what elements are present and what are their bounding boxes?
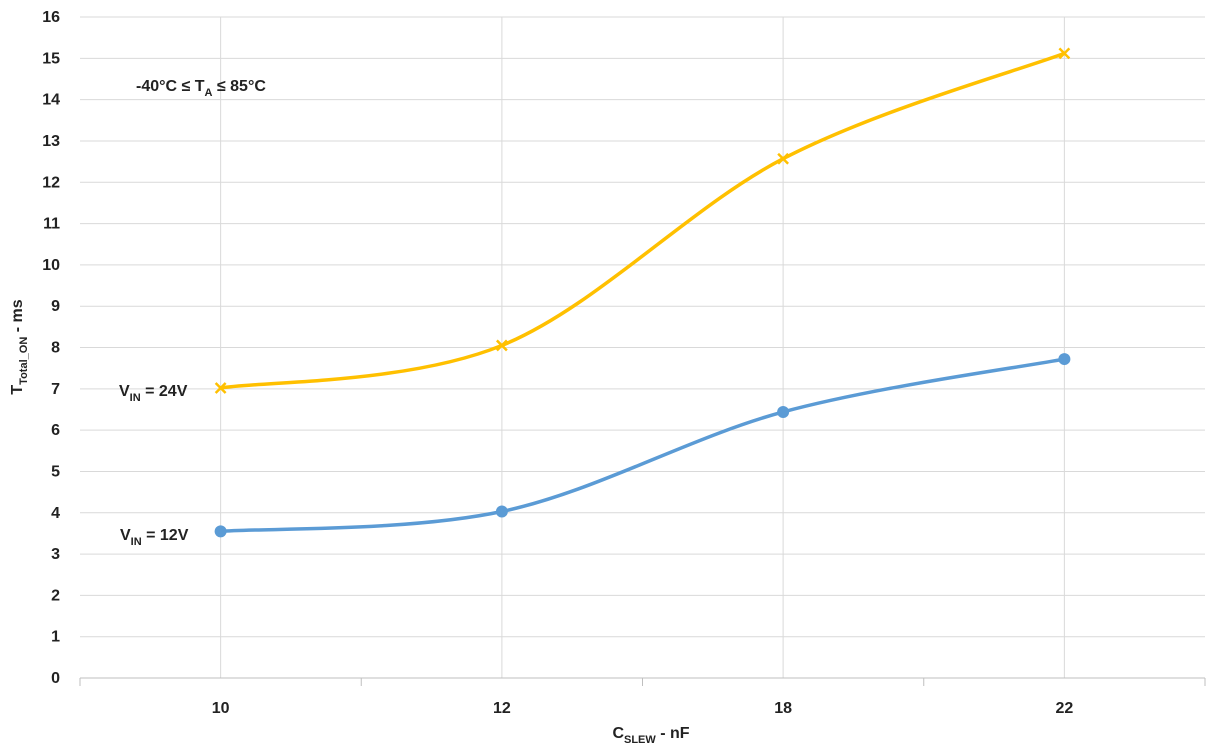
y-tick-label: 1 bbox=[51, 629, 60, 646]
x-tick-label: 22 bbox=[1055, 700, 1073, 717]
gridlines bbox=[80, 16, 1205, 678]
y-tick-label: 13 bbox=[42, 133, 60, 150]
y-tick-label: 5 bbox=[51, 463, 60, 480]
y-tick-label: 7 bbox=[51, 381, 60, 398]
y-tick-label: 6 bbox=[51, 422, 60, 439]
temperature-annotation: -40°C ≤ TA ≤ 85°C bbox=[136, 78, 266, 99]
x-tick-label: 18 bbox=[774, 700, 792, 717]
data-point bbox=[777, 152, 790, 165]
series-line bbox=[218, 51, 1067, 390]
x-tick-label: 12 bbox=[493, 700, 511, 717]
y-axis-title: TTotal_ON - ms bbox=[9, 299, 30, 394]
data-point bbox=[214, 382, 227, 394]
y-tick-label: 14 bbox=[42, 92, 60, 109]
series-label-24v: VIN = 24V bbox=[119, 383, 188, 404]
y-tick-label: 3 bbox=[51, 546, 60, 563]
y-tick-label: 16 bbox=[42, 9, 60, 26]
axes bbox=[79, 677, 1206, 686]
y-tick-label: 10 bbox=[42, 257, 60, 274]
y-tick-label: 11 bbox=[43, 216, 60, 233]
series-lines bbox=[214, 47, 1071, 538]
data-point bbox=[777, 405, 790, 418]
y-tick-label: 9 bbox=[51, 298, 60, 315]
y-tick-label: 4 bbox=[51, 505, 60, 522]
y-tick-label: 12 bbox=[42, 174, 60, 191]
data-point bbox=[214, 525, 227, 538]
data-point bbox=[495, 505, 508, 518]
y-tick-label: 0 bbox=[51, 670, 60, 687]
x-tick-label: 10 bbox=[212, 700, 230, 717]
data-point bbox=[1058, 47, 1071, 60]
y-tick-label: 2 bbox=[51, 587, 60, 604]
series-line bbox=[218, 357, 1067, 534]
y-tick-label: 8 bbox=[51, 340, 60, 357]
series-label-12v: VIN = 12V bbox=[120, 527, 189, 548]
data-point bbox=[1058, 353, 1071, 366]
data-point bbox=[495, 339, 508, 352]
x-axis-title: CSLEW - nF bbox=[612, 725, 689, 746]
y-tick-label: 15 bbox=[42, 50, 60, 67]
